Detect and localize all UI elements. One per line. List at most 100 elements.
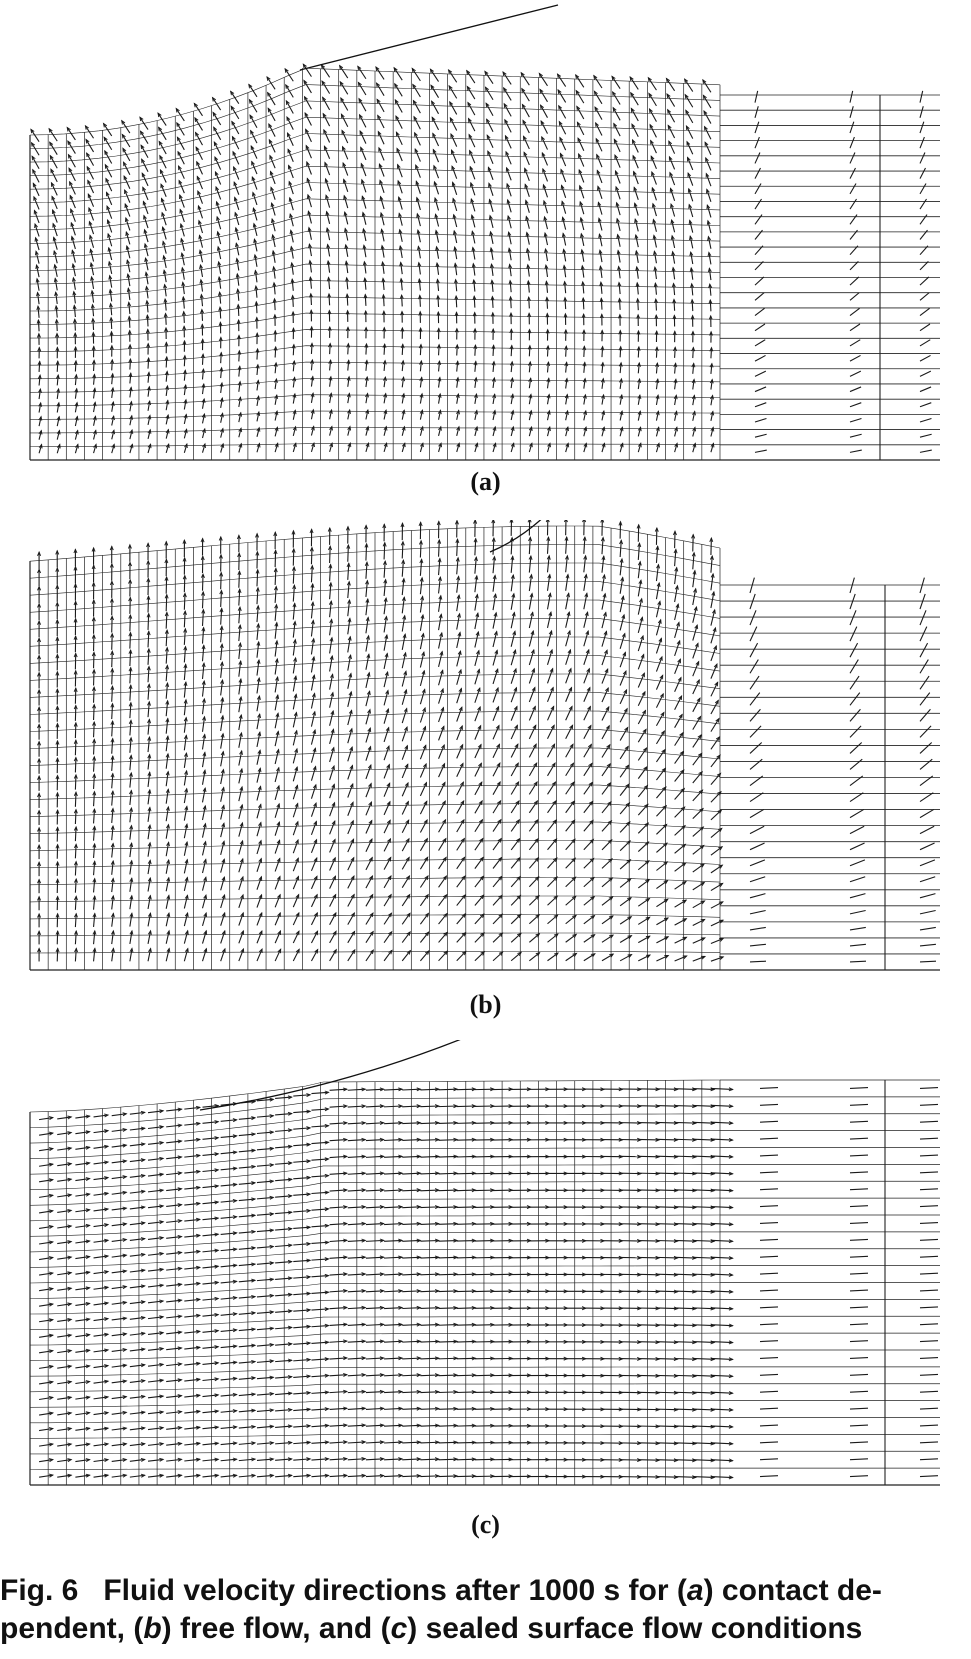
velocity-arrowhead (201, 590, 206, 596)
velocity-arrowhead (570, 800, 576, 806)
velocity-arrowhead (456, 409, 460, 415)
velocity-arrow (111, 1396, 127, 1400)
velocity-arrowhead (109, 330, 114, 336)
velocity-arrow (129, 1411, 145, 1415)
velocity-arrow (565, 725, 574, 740)
velocity-arrow (57, 1256, 72, 1260)
velocity-arrowhead (287, 1342, 293, 1347)
velocity-arrow (849, 152, 856, 164)
velocity-arrow (75, 1240, 90, 1244)
velocity-arrowhead (546, 535, 551, 542)
velocity-arrowhead (55, 653, 60, 659)
velocity-arrowhead (181, 295, 186, 301)
velocity-arrow (165, 718, 169, 734)
velocity-arrowhead (710, 442, 715, 448)
velocity-arrow (438, 782, 446, 796)
velocity-arrowhead (252, 191, 256, 197)
velocity-arrowhead (579, 216, 584, 222)
velocity-arrowhead (400, 540, 405, 546)
velocity-arrowhead (438, 613, 443, 619)
velocity-arrow (401, 426, 406, 436)
velocity-arrow (236, 273, 240, 286)
velocity-arrow (147, 1300, 164, 1304)
velocity-arrowhead (93, 443, 98, 449)
velocity-arrowhead (347, 635, 352, 641)
velocity-arrowhead (510, 425, 515, 431)
velocity-arrowhead (342, 145, 346, 151)
velocity-arrowhead (381, 277, 386, 283)
velocity-arrow (707, 220, 712, 234)
velocity-arrowhead (165, 788, 170, 794)
velocity-arrow (310, 821, 317, 835)
velocity-arrow (651, 171, 657, 185)
velocity-arrowhead (309, 292, 314, 298)
velocity-arrow (619, 840, 631, 852)
velocity-arrow (147, 842, 151, 857)
velocity-arrowhead (306, 1175, 312, 1180)
velocity-arrow (631, 139, 639, 153)
velocity-arrow (93, 1427, 109, 1431)
velocity-arrowhead (398, 1104, 404, 1109)
velocity-arrowhead (67, 1255, 73, 1260)
velocity-arrowhead (273, 531, 278, 537)
velocity-arrow (93, 704, 95, 721)
velocity-arrow (674, 732, 684, 746)
velocity-arrow (292, 410, 296, 420)
velocity-arrow (310, 409, 314, 420)
mesh-line (29, 840, 721, 852)
velocity-arrow (75, 1412, 90, 1416)
velocity-arrowhead (177, 1155, 183, 1160)
velocity-arrow (183, 859, 188, 874)
velocity-arrow (692, 395, 695, 406)
velocity-arrow (506, 183, 512, 197)
velocity-arrow (329, 894, 337, 907)
velocity-arrow (292, 821, 299, 836)
velocity-arrowhead (369, 912, 374, 918)
velocity-arrowhead (332, 856, 336, 862)
velocity-arrowhead (570, 781, 575, 787)
velocity-arrow (419, 875, 429, 888)
velocity-arrowhead (437, 359, 442, 366)
velocity-arrow (182, 296, 185, 309)
velocity-arrow (183, 841, 188, 856)
velocity-arrowhead (306, 1192, 312, 1197)
velocity-arrow (147, 1189, 164, 1193)
velocity-arrow (256, 732, 261, 748)
velocity-arrow (73, 305, 76, 318)
velocity-arrowhead (682, 955, 688, 960)
velocity-arrow (655, 546, 659, 564)
velocity-arrowhead (478, 762, 482, 768)
velocity-arrow (849, 943, 866, 947)
mesh-group (29, 1079, 940, 1486)
velocity-arrow (528, 345, 531, 357)
velocity-arrowhead (346, 562, 351, 568)
velocity-arrowhead (364, 561, 369, 567)
velocity-arrowhead (332, 930, 337, 936)
velocity-arrowhead (715, 717, 720, 723)
velocity-arrow (183, 593, 186, 610)
velocity-arrow (292, 603, 296, 620)
velocity-arrow (754, 307, 765, 316)
velocity-arrow (310, 729, 316, 745)
velocity-arrowhead (438, 442, 443, 448)
velocity-arrowhead (237, 396, 242, 402)
velocity-arrow (183, 806, 188, 821)
velocity-arrowhead (55, 791, 60, 797)
velocity-arrow (111, 1223, 127, 1227)
velocity-arrowhead (85, 1208, 91, 1213)
velocity-arrow (438, 577, 441, 594)
velocity-arrowhead (220, 696, 225, 702)
velocity-arrow (401, 442, 406, 453)
velocity-arrow (275, 1409, 292, 1412)
velocity-arrowhead (470, 213, 475, 220)
velocity-arrow (383, 561, 386, 578)
velocity-arrow (393, 67, 403, 81)
velocity-arrow (601, 896, 614, 906)
velocity-arrow (147, 631, 150, 648)
velocity-arrowhead (48, 1287, 55, 1291)
velocity-arrow (274, 622, 278, 639)
velocity-arrowhead (92, 373, 97, 379)
velocity-arrow (33, 210, 40, 224)
velocity-arrow (581, 249, 585, 262)
velocity-arrowhead (147, 929, 152, 935)
